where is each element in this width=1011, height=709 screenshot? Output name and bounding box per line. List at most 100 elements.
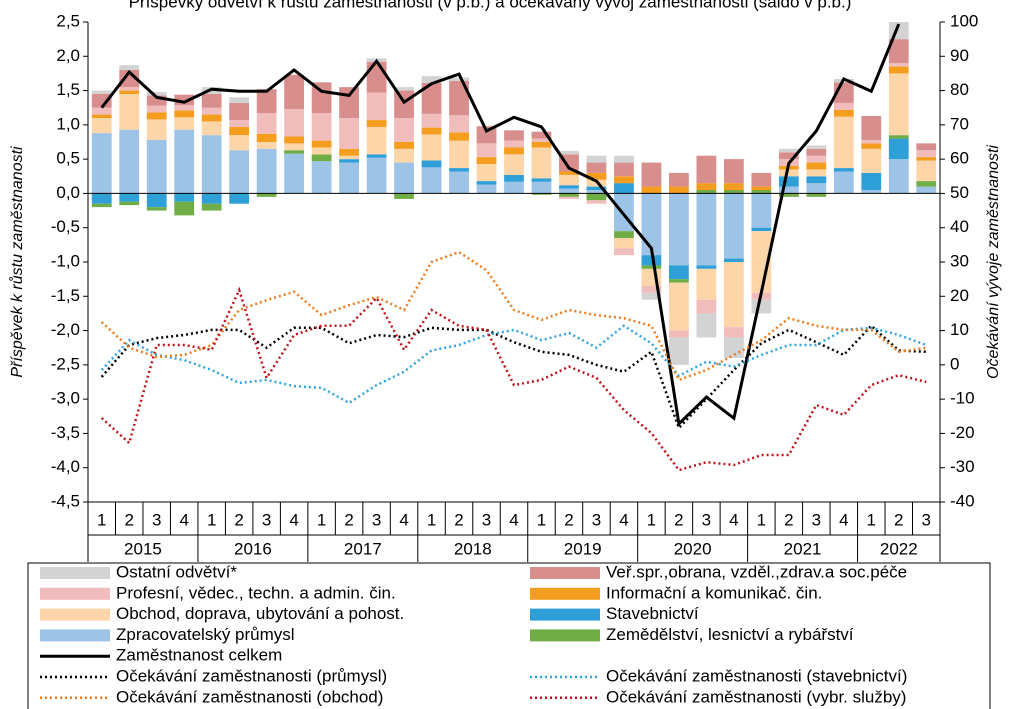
x-tick-label: 1	[317, 510, 326, 529]
bar-segment	[229, 102, 250, 121]
x-tick-label: 2	[454, 510, 463, 529]
bar-segment	[806, 169, 827, 177]
bar-segment	[256, 89, 277, 114]
legend-label: Očekávání zaměstnanosti (průmysl)	[116, 666, 387, 685]
bar-segment	[778, 169, 799, 177]
x-tick-label: 3	[922, 510, 931, 529]
legend-label: Zemědělství, lesnictví a rybářství	[606, 625, 854, 644]
x-tick-label: 3	[262, 510, 271, 529]
bar-segment	[641, 186, 662, 194]
bar-segment	[476, 143, 497, 158]
legend-swatch	[40, 608, 110, 621]
y2-tick-label: 70	[950, 114, 969, 133]
bar-segment	[696, 265, 717, 269]
legend-label: Obchod, doprava, ubytování a pohost.	[116, 604, 404, 623]
bar-segment	[146, 112, 167, 120]
bar-segment	[614, 183, 634, 194]
bar-segment	[888, 63, 909, 67]
bar-segment	[311, 140, 332, 148]
bar-segment	[256, 142, 277, 149]
bar-segment	[229, 150, 250, 194]
legend-label: Stavebnictví	[606, 604, 699, 623]
bar-segment	[669, 265, 689, 280]
bar-segment	[201, 193, 222, 204]
y2-tick-label: 10	[950, 320, 969, 339]
bar-segment	[146, 91, 167, 96]
bar-segment	[311, 82, 332, 114]
legend-swatch	[40, 629, 110, 642]
bar-segment	[421, 113, 442, 128]
x-tick-label: 4	[509, 510, 518, 529]
bar-segment	[751, 190, 772, 194]
bar-segment	[284, 150, 305, 154]
bar-segment	[339, 162, 359, 194]
y-tick-label: 2,0	[56, 46, 80, 65]
x-tick-label: 2	[674, 510, 683, 529]
bar-segment	[201, 114, 222, 122]
bar-segment	[421, 167, 442, 194]
bar-segment	[201, 107, 222, 115]
bar-segment	[723, 262, 744, 328]
bar-segment	[394, 118, 414, 142]
bar-segment	[778, 152, 799, 160]
bar-segment	[449, 171, 469, 194]
y2-tick-label: -40	[950, 491, 975, 510]
series-line	[100, 324, 927, 431]
series-line	[100, 250, 927, 382]
legend-label: Očekávání zaměstnanosti (stavebnictví)	[606, 666, 907, 685]
legend-label: Profesní, vědec., techn. a admin. čin.	[116, 583, 396, 602]
bar-segment	[91, 118, 112, 134]
y-tick-label: -4,5	[51, 491, 80, 510]
bar-segment	[833, 171, 854, 194]
bar-segment	[119, 129, 140, 194]
bar-segment	[559, 188, 579, 194]
bar-segment	[861, 139, 882, 144]
y-tick-label: 1,5	[56, 80, 80, 99]
bar-segment	[806, 193, 827, 197]
y2-tick-label: 0	[950, 354, 959, 373]
y2-tick-label: -30	[950, 457, 975, 476]
bar-segment	[229, 135, 250, 151]
bar-segment	[476, 163, 497, 182]
bar-segment	[311, 161, 332, 194]
year-label: 2016	[234, 539, 272, 558]
bar-segment	[723, 337, 744, 358]
bar-segment	[751, 186, 772, 190]
bar-segment	[256, 133, 277, 142]
legend-label: Zaměstnanost celkem	[116, 646, 282, 665]
bar-segment	[723, 193, 744, 259]
bar-segment	[504, 174, 524, 182]
bar-segment	[833, 116, 854, 169]
bar-segment	[806, 155, 827, 163]
bar-segment	[806, 145, 827, 149]
bar-segment	[311, 147, 332, 155]
bar-segment	[366, 61, 387, 93]
bar-segment	[476, 157, 497, 164]
bar-segment	[201, 203, 222, 211]
bar-segment	[888, 159, 909, 194]
bar-segment	[888, 138, 909, 160]
bar-segment	[449, 80, 469, 116]
bar-segment	[614, 238, 634, 249]
y2-tick-label: -20	[950, 423, 975, 442]
bar-segment	[504, 181, 524, 194]
x-tick-label: 1	[757, 510, 766, 529]
bar-segment	[229, 120, 250, 127]
bar-segment	[696, 155, 717, 184]
bar-segment	[174, 201, 195, 216]
y-tick-label: -3,0	[51, 389, 80, 408]
x-tick-label: 1	[867, 510, 876, 529]
bar-segment	[669, 337, 689, 365]
x-tick-label: 2	[784, 510, 793, 529]
bar-segment	[641, 265, 662, 269]
x-tick-label: 3	[372, 510, 381, 529]
bar-segment	[91, 133, 112, 194]
bar-segment	[504, 154, 524, 175]
bar-segment	[586, 172, 607, 180]
bar-segment	[861, 115, 882, 140]
bar-segment	[696, 268, 717, 300]
bar-segment	[284, 136, 305, 144]
bar-segment	[806, 183, 827, 194]
bar-segment	[91, 203, 112, 208]
bar-segment	[531, 181, 552, 194]
